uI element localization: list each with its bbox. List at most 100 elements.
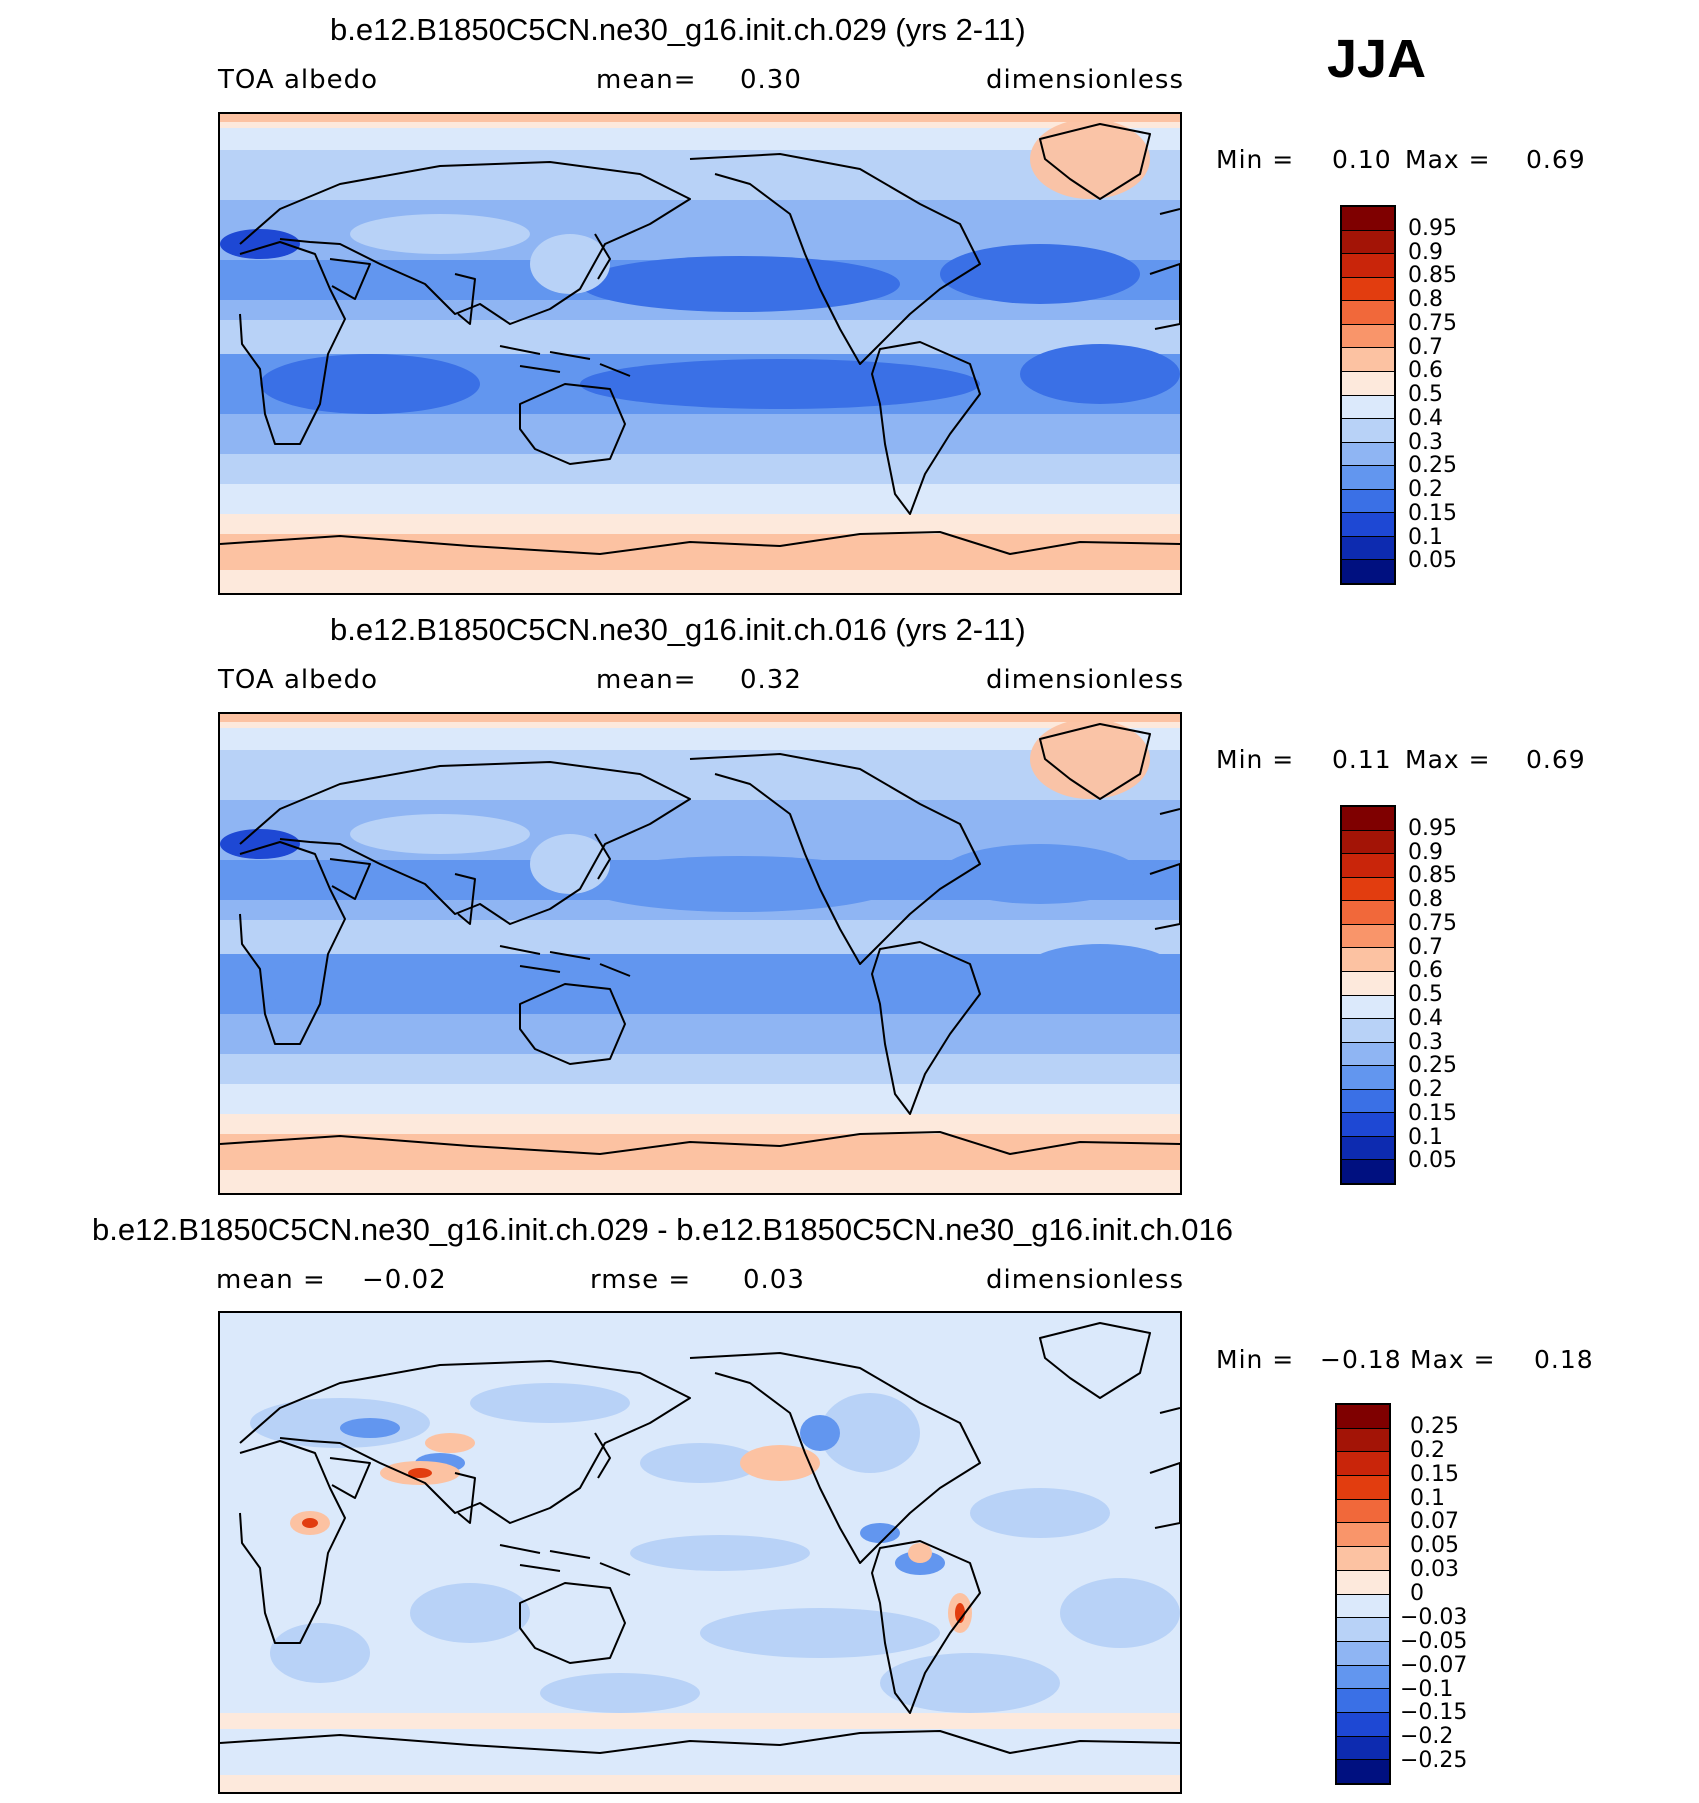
colorbar-tick-label: −0.15 <box>1400 1700 1468 1726</box>
colorbar-swatch <box>1342 419 1394 443</box>
colorbar-tick-label: 0.2 <box>1408 1077 1443 1102</box>
colorbar-swatch <box>1342 301 1394 325</box>
panel2-colorbar-labels: 0.95 0.9 0.85 0.8 0.75 0.7 0.6 0.5 0.4 0.3 0.25 0.2… <box>1408 805 1528 1185</box>
panel3-title: b.e12.B1850C5CN.ne30_g16.init.ch.029 - b… <box>92 1212 1233 1247</box>
colorbar-tick-label: 0.95 <box>1408 215 1457 241</box>
colorbar-swatch <box>1342 1019 1394 1043</box>
colorbar-swatch <box>1337 1476 1389 1500</box>
panel3-mean-label: mean = <box>216 1265 326 1295</box>
colorbar-tick-label: 0.15 <box>1408 1100 1457 1126</box>
colorbar-tick-label: 0.25 <box>1408 453 1457 479</box>
colorbar-swatch <box>1342 830 1394 855</box>
panel2-min-label: Min = <box>1216 745 1295 774</box>
colorbar-tick-label: 0.6 <box>1408 958 1443 984</box>
colorbar-swatch <box>1342 1136 1394 1161</box>
colorbar-swatch <box>1342 395 1394 420</box>
colorbar-tick-label: 0.85 <box>1408 863 1457 889</box>
colorbar-swatch <box>1342 324 1394 349</box>
colorbar-tick-label: −0.07 <box>1400 1652 1468 1678</box>
colorbar-swatch <box>1337 1570 1389 1595</box>
colorbar-swatch <box>1342 560 1394 583</box>
colorbar-tick-label: −0.1 <box>1400 1676 1454 1702</box>
panel2-variable-label: TOA albedo <box>218 665 379 695</box>
colorbar-tick-label: 0 <box>1410 1581 1424 1606</box>
panel3-colorbar <box>1335 1403 1391 1785</box>
colorbar-swatch <box>1342 466 1394 490</box>
colorbar-swatch <box>1337 1452 1389 1477</box>
colorbar-swatch <box>1337 1641 1389 1666</box>
colorbar-swatch <box>1342 513 1394 537</box>
colorbar-tick-label: 0.6 <box>1408 358 1443 384</box>
colorbar-swatch <box>1342 854 1394 878</box>
colorbar-tick-label: 0.2 <box>1408 477 1443 502</box>
colorbar-swatch <box>1342 807 1394 831</box>
colorbar-tick-label: −0.03 <box>1400 1604 1468 1630</box>
colorbar-swatch <box>1337 1523 1389 1548</box>
colorbar-tick-label: 0.15 <box>1408 500 1457 526</box>
colorbar-tick-label: 0.05 <box>1410 1533 1459 1559</box>
panel1-variable-label: TOA albedo <box>218 65 379 95</box>
colorbar-swatch <box>1337 1547 1389 1571</box>
colorbar-swatch <box>1342 1160 1394 1183</box>
colorbar-tick-label: 0.3 <box>1408 429 1443 455</box>
panel2-colorbar <box>1340 805 1396 1185</box>
panel3-colorbar-labels: 0.25 0.2 0.15 0.1 0.07 0.05 0.03 0 −0.03 −0.05 −0.… <box>1400 1403 1540 1785</box>
colorbar-swatch <box>1342 348 1394 372</box>
colorbar-swatch <box>1342 230 1394 255</box>
colorbar-swatch <box>1342 1113 1394 1137</box>
panel2-mean-label: mean= <box>596 665 697 695</box>
colorbar-swatch <box>1337 1594 1389 1619</box>
panel1-colorbar-labels: 0.95 0.9 0.85 0.8 0.75 0.7 0.6 0.5 0.4 0.3 0.25 0.2… <box>1408 205 1528 585</box>
colorbar-tick-label: 0.07 <box>1410 1509 1459 1535</box>
colorbar-tick-label: 0.1 <box>1408 1124 1443 1150</box>
panel2-map <box>218 712 1182 1195</box>
panel3-max-value: 0.18 <box>1534 1345 1594 1374</box>
colorbar-swatch <box>1337 1405 1389 1429</box>
colorbar-tick-label: 0.5 <box>1408 382 1443 407</box>
colorbar-tick-label: 0.25 <box>1410 1413 1459 1439</box>
colorbar-swatch <box>1342 489 1394 514</box>
colorbar-tick-label: 0.05 <box>1408 548 1457 574</box>
colorbar-tick-label: −0.2 <box>1400 1724 1454 1750</box>
panel1-colorbar <box>1340 205 1396 585</box>
colorbar-tick-label: 0.7 <box>1408 334 1443 360</box>
panel1-mean-label: mean= <box>596 65 697 95</box>
colorbar-swatch <box>1337 1428 1389 1453</box>
panel3-units: dimensionless <box>986 1265 1184 1295</box>
colorbar-tick-label: 0.85 <box>1408 263 1457 289</box>
colorbar-swatch <box>1337 1712 1389 1737</box>
colorbar-tick-label: 0.1 <box>1410 1485 1445 1511</box>
panel3-min-value: −0.18 <box>1320 1345 1402 1374</box>
panel3-map <box>218 1311 1182 1794</box>
panel3-rmse-label: rmse = <box>590 1265 692 1295</box>
colorbar-swatch <box>1337 1736 1389 1761</box>
colorbar-swatch <box>1342 207 1394 231</box>
panel1-max-label: Max = <box>1405 145 1491 174</box>
panel3-mean-value: −0.02 <box>362 1265 447 1295</box>
colorbar-swatch <box>1342 995 1394 1020</box>
colorbar-tick-label: 0.25 <box>1408 1053 1457 1079</box>
panel1-min-label: Min = <box>1216 145 1295 174</box>
panel3-min-label: Min = <box>1216 1345 1295 1374</box>
colorbar-tick-label: −0.25 <box>1400 1748 1468 1774</box>
colorbar-swatch <box>1337 1665 1389 1690</box>
colorbar-tick-label: 0.75 <box>1408 310 1457 336</box>
colorbar-tick-label: −0.05 <box>1400 1628 1468 1654</box>
colorbar-swatch <box>1342 901 1394 925</box>
colorbar-tick-label: 0.4 <box>1408 405 1443 431</box>
colorbar-tick-label: 0.2 <box>1410 1437 1445 1463</box>
panel2-units: dimensionless <box>986 665 1184 695</box>
panel2-min-value: 0.11 <box>1332 745 1392 774</box>
panel1-mean-value: 0.30 <box>740 65 802 95</box>
season-label: JJA <box>1327 29 1427 89</box>
colorbar-swatch <box>1342 924 1394 949</box>
colorbar-tick-label: 0.8 <box>1408 887 1443 912</box>
panel3-max-label: Max = <box>1410 1345 1496 1374</box>
colorbar-tick-label: 0.9 <box>1408 239 1443 265</box>
colorbar-swatch <box>1342 442 1394 467</box>
colorbar-tick-label: 0.5 <box>1408 982 1443 1007</box>
colorbar-tick-label: 0.3 <box>1408 1029 1443 1055</box>
panel2-mean-value: 0.32 <box>740 665 802 695</box>
colorbar-swatch <box>1342 971 1394 996</box>
colorbar-swatch <box>1342 1089 1394 1114</box>
